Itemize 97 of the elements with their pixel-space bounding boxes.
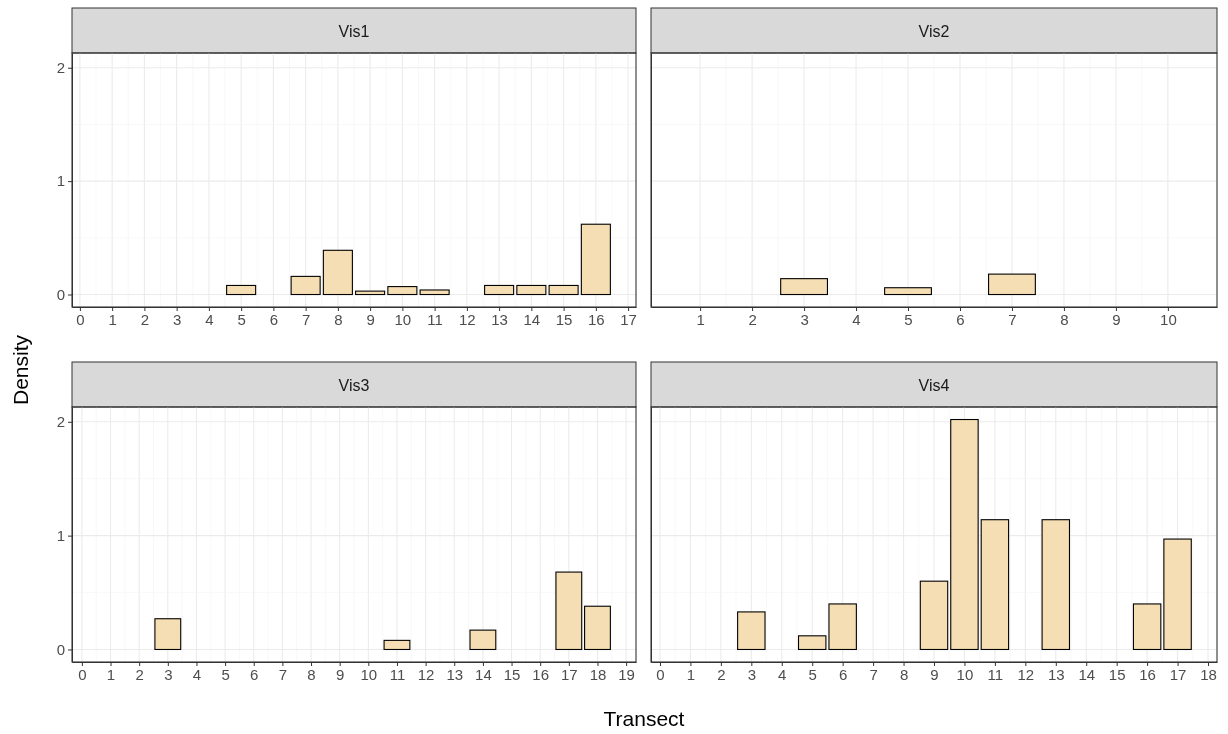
x-tick-label: 3: [164, 665, 173, 683]
x-tick-label: 5: [808, 665, 817, 683]
x-tick-label: 5: [237, 310, 246, 328]
bar: [919, 580, 949, 651]
x-tick-label: 8: [899, 665, 909, 683]
x-tick-label: 2: [140, 310, 150, 328]
x-tick-label: 2: [748, 310, 757, 328]
x-tick-label: 1: [108, 310, 117, 328]
chart-title: Vis1: [338, 22, 370, 40]
x-tick-label: 13: [491, 310, 508, 328]
y-tick-label: 2: [56, 59, 65, 77]
x-tick-label: 4: [852, 310, 861, 328]
bar: [290, 275, 321, 296]
x-tick-label: 12: [417, 665, 435, 683]
x-tick-label: 18: [589, 665, 607, 683]
x-tick-label: 14: [475, 665, 492, 683]
bar: [950, 418, 979, 651]
x-tick-label: 3: [172, 310, 182, 328]
x-tick-label: 6: [956, 310, 965, 328]
y-tick-label: 0: [56, 640, 65, 658]
x-tick-label: 17: [560, 665, 578, 683]
x-tick-label: 4: [205, 310, 214, 328]
x-tick-label: 15: [1108, 665, 1126, 683]
x-tick-label: 8: [334, 310, 343, 328]
x-tick-label: 4: [778, 665, 787, 683]
x-tick-label: 1: [686, 665, 696, 683]
x-tick-label: 16: [588, 310, 605, 328]
bar: [469, 629, 497, 651]
bar: [737, 611, 766, 651]
x-tick-label: 10: [360, 665, 378, 683]
x-tick-label: 10: [1160, 310, 1177, 328]
bar: [980, 519, 1010, 651]
x-tick-label: 7: [301, 310, 311, 328]
x-tick-label: 11: [389, 665, 406, 683]
x-tick-label: 7: [869, 665, 878, 683]
x-tick-label: 18: [1200, 665, 1217, 683]
y-tick-label: 1: [56, 526, 65, 544]
bar: [226, 284, 257, 296]
x-tick-label: 16: [1139, 665, 1156, 683]
bar: [1132, 603, 1162, 651]
bar: [580, 223, 611, 296]
chart-title: Vis2: [918, 22, 950, 40]
x-tick-label: 17: [620, 310, 637, 328]
y-axis-title: Density: [9, 334, 32, 406]
x-tick-label: 16: [532, 665, 550, 683]
x-tick-label: 6: [250, 665, 259, 683]
bar: [383, 639, 411, 651]
x-tick-label: 8: [307, 665, 316, 683]
x-tick-label: 5: [904, 310, 913, 328]
x-tick-label: 4: [192, 665, 202, 683]
x-tick-label: 6: [269, 310, 279, 328]
x-tick-label: 10: [394, 310, 412, 328]
x-tick-label: 0: [656, 665, 665, 683]
bar: [355, 290, 386, 296]
x-tick-label: 7: [278, 665, 288, 683]
x-tick-label: 17: [1169, 665, 1187, 683]
x-tick-label: 2: [135, 665, 144, 683]
y-tick-label: 0: [56, 285, 65, 303]
bar: [322, 249, 353, 296]
x-tick-label: 1: [106, 665, 116, 683]
x-axis-title: Transect: [603, 707, 685, 730]
x-tick-label: 3: [800, 310, 809, 328]
x-tick-label: 14: [523, 310, 541, 328]
x-tick-label: 10: [956, 665, 974, 683]
x-tick-label: 15: [503, 665, 521, 683]
x-tick-label: 15: [555, 310, 573, 328]
x-tick-label: 0: [78, 665, 87, 683]
x-tick-label: 5: [221, 665, 230, 683]
bar: [154, 618, 182, 651]
x-tick-label: 11: [427, 310, 443, 328]
y-tick-label: 2: [56, 413, 65, 431]
bar: [584, 605, 611, 651]
bar: [555, 571, 583, 651]
x-tick-label: 1: [696, 310, 705, 328]
x-tick-label: 0: [76, 310, 85, 328]
x-tick-label: 9: [930, 665, 939, 683]
x-tick-label: 2: [717, 665, 726, 683]
x-tick-label: 12: [1017, 665, 1035, 683]
x-tick-label: 12: [459, 310, 476, 328]
x-tick-label: 11: [987, 665, 1004, 683]
x-tick-label: 6: [838, 665, 848, 683]
x-tick-label: 9: [366, 310, 375, 328]
x-tick-label: 3: [747, 665, 756, 683]
chart-title: Vis4: [918, 376, 950, 394]
x-tick-label: 9: [1112, 310, 1121, 328]
bar: [1041, 519, 1071, 651]
x-tick-label: 8: [1060, 310, 1069, 328]
x-tick-label: 19: [618, 665, 635, 683]
chart-title: Vis3: [338, 376, 370, 394]
x-tick-label: 9: [336, 665, 345, 683]
bar: [1163, 538, 1192, 651]
bar: [484, 284, 515, 296]
y-tick-label: 1: [56, 172, 65, 190]
x-tick-label: 7: [1008, 310, 1017, 328]
x-tick-label: 13: [446, 665, 464, 683]
x-tick-label: 14: [1078, 665, 1096, 683]
x-tick-label: 13: [1047, 665, 1065, 683]
